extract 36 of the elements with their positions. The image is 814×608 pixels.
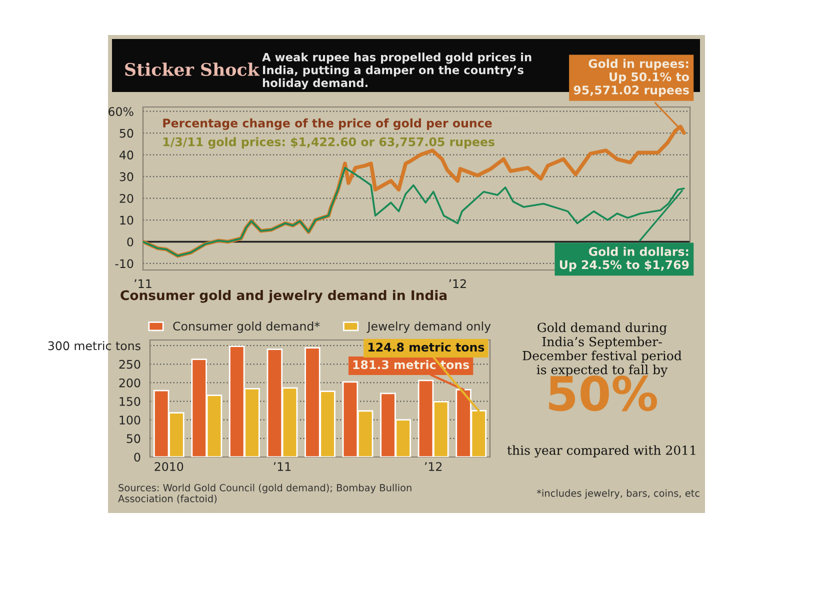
y-tick-label: 30 — [120, 172, 134, 182]
y-tick-label: 100 — [120, 416, 140, 425]
y-tick-label: 250 — [119, 360, 140, 369]
y-tick-label: 200 — [119, 378, 140, 388]
source-note: Sources: World Gold Council (gold demand); Bombay Bullion Association (factoid) — [118, 484, 412, 504]
chart-title: Sticker Shock — [125, 62, 260, 76]
annotation: Gold in rupees: Up 50.1% to 95,571.02 rupees — [574, 58, 689, 97]
y-tick-label: -10 — [115, 259, 134, 268]
text: *includes jewelry, bars, coins, etc — [536, 489, 700, 499]
chart-subtitle: A weak rupee has propelled gold prices in India, putting a damper on the country’s holiday demand. — [262, 52, 532, 90]
annotation: 1/3/11 gold prices: $1,422.60 or 63,757.05 rupees — [163, 137, 494, 149]
legend-label: Consumer gold demand* — [173, 321, 320, 333]
y-tick-label: 50 — [120, 128, 134, 138]
text: 50% — [549, 375, 658, 412]
y-tick-label: 50 — [126, 434, 140, 444]
x-tick-label: 2010 — [154, 462, 184, 471]
y-tick-label: 0 — [127, 237, 134, 246]
text: Gold demand during India’s September- December festival period is expected to fall by — [522, 322, 682, 377]
data-label: 124.8 metric tons — [368, 342, 484, 352]
y-tick-label: 20 — [120, 194, 134, 203]
y-tick-label: 150 — [120, 397, 140, 406]
y-tick-label: 40 — [120, 150, 134, 160]
data-label: 181.3 metric tons — [353, 360, 470, 370]
legend-label: Jewelry demand only — [366, 321, 491, 333]
x-tick-label: ’11 — [274, 462, 291, 471]
x-tick-label: ’12 — [449, 279, 466, 288]
y-tick-label: 300 metric tons — [48, 341, 140, 350]
y-tick-label: 60% — [108, 107, 134, 116]
y-tick-label: 10 — [120, 216, 134, 225]
x-tick-label: ’12 — [424, 462, 442, 471]
annotation: Percentage change of the price of gold per ounce — [163, 118, 492, 130]
annotation: Gold in dollars: Up 24.5% to $1,769 — [560, 246, 689, 272]
x-tick-label: ’11 — [134, 279, 152, 288]
y-tick-label: 0 — [134, 452, 140, 462]
text: this year compared with 2011 — [507, 445, 696, 458]
chart-title: Consumer gold and jewelry demand in India — [120, 290, 447, 303]
